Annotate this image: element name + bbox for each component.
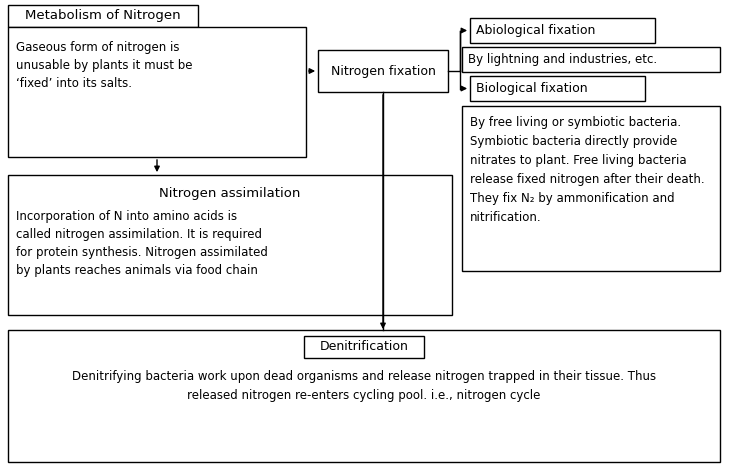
Bar [470, 18, 655, 43]
Text: Incorporation of N into amino acids is
called nitrogen assimilation. It is requi: Incorporation of N into amino acids is c… [16, 210, 268, 277]
Text: Nitrogen assimilation: Nitrogen assimilation [160, 187, 300, 200]
Text: Denitrifying bacteria work upon dead organisms and release nitrogen trapped in t: Denitrifying bacteria work upon dead org… [72, 370, 656, 402]
Bar [304, 336, 424, 358]
Bar [462, 47, 720, 72]
Bar [462, 106, 720, 271]
Text: Nitrogen fixation: Nitrogen fixation [330, 65, 435, 78]
Text: Metabolism of Nitrogen: Metabolism of Nitrogen [26, 9, 181, 23]
Bar [8, 5, 198, 27]
Bar [8, 27, 306, 157]
Text: By lightning and industries, etc.: By lightning and industries, etc. [468, 53, 657, 66]
Bar [8, 175, 452, 315]
Bar [8, 330, 720, 462]
Text: Abiological fixation: Abiological fixation [476, 24, 596, 37]
Text: Denitrification: Denitrification [319, 341, 408, 354]
Bar [318, 50, 448, 92]
Bar [470, 76, 645, 101]
Text: Biological fixation: Biological fixation [476, 82, 588, 95]
Text: By free living or symbiotic bacteria.
Symbiotic bacteria directly provide
nitrat: By free living or symbiotic bacteria. Sy… [470, 116, 705, 224]
Text: Gaseous form of nitrogen is
unusable by plants it must be
‘fixed’ into its salts: Gaseous form of nitrogen is unusable by … [16, 41, 192, 90]
